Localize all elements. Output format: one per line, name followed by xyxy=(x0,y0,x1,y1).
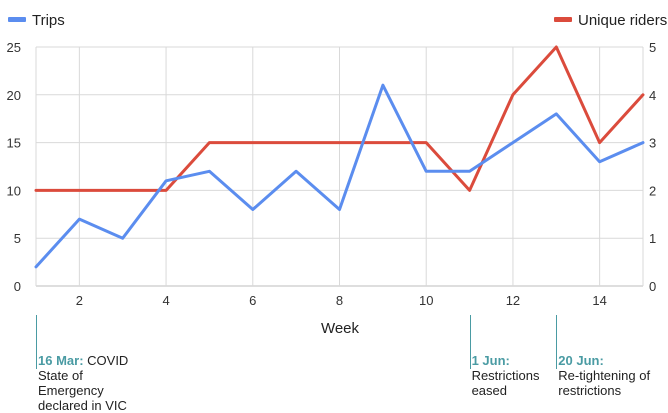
y-right-tick-label: 4 xyxy=(649,88,656,103)
x-tick-label: 8 xyxy=(336,293,343,308)
y-left-tick-label: 5 xyxy=(14,231,21,246)
grid xyxy=(35,46,644,287)
y-right-tick-label: 3 xyxy=(649,136,656,151)
annotation-line-text: Emergency xyxy=(38,383,104,398)
y-left-tick-label: 10 xyxy=(7,183,21,198)
legend-trips: Trips xyxy=(8,12,65,29)
annotation-text: 16 Mar: COVID State of Emergency declared i… xyxy=(38,353,128,413)
legend-riders-label: Unique riders xyxy=(578,12,667,29)
annotation-line-text: COVID xyxy=(83,353,129,368)
annotation-line-text: Re-tightening of xyxy=(558,368,651,383)
annotation-date: 20 Jun: xyxy=(558,353,604,368)
riders-series-line xyxy=(34,45,645,192)
annotation-line-text: State of xyxy=(38,368,83,383)
annotation-line-text: declared in VIC xyxy=(38,398,127,413)
x-tick-label: 14 xyxy=(592,293,606,308)
annotation-date: 16 Mar: xyxy=(38,353,84,368)
x-axis-title: Week xyxy=(321,320,360,337)
y-right-tick-label: 0 xyxy=(649,279,656,294)
x-tick-label: 6 xyxy=(249,293,256,308)
y-right-tick-label: 5 xyxy=(649,40,656,55)
legend-trips-swatch xyxy=(8,17,26,22)
y-left-tick-label: 15 xyxy=(7,136,21,151)
y-left-tick-label: 25 xyxy=(7,40,21,55)
annotation-line-text: eased xyxy=(471,383,507,398)
legend-riders-swatch xyxy=(554,17,572,22)
legend-riders: Unique riders xyxy=(554,12,667,29)
annotation-text: 1 Jun: Restrictions eased xyxy=(472,353,540,398)
y-right-tick-label: 1 xyxy=(649,231,656,246)
series-lines xyxy=(34,45,645,269)
legend-trips-label: Trips xyxy=(32,12,65,29)
y-left-tick-label: 0 xyxy=(14,279,21,294)
x-tick-label: 12 xyxy=(506,293,520,308)
annotation-text: 20 Jun: Re-tightening of restrictions xyxy=(558,353,650,398)
trips-series-line xyxy=(34,83,645,269)
annotation-line xyxy=(556,315,558,369)
x-tick-label: 2 xyxy=(76,293,83,308)
y-right-tick-label: 2 xyxy=(649,183,656,198)
x-tick-label: 4 xyxy=(162,293,169,308)
annotation-date: 1 Jun: xyxy=(471,353,510,368)
annotation-line-text: restrictions xyxy=(558,383,622,398)
x-tick-label: 10 xyxy=(419,293,433,308)
y-left-tick-label: 20 xyxy=(7,88,21,103)
annotation-line xyxy=(36,315,37,369)
annotation-line-text: Restrictions xyxy=(471,368,540,383)
annotation-line xyxy=(469,315,471,369)
